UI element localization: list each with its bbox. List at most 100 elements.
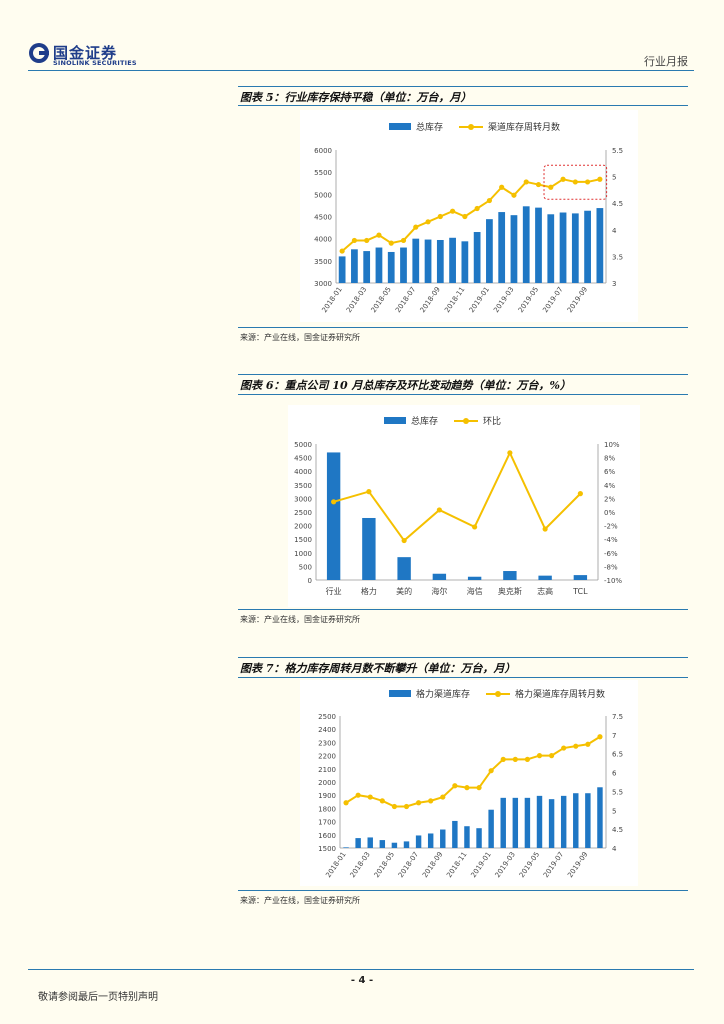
x-tick-label: 格力 (361, 586, 377, 596)
x-tick-label: 2018-03 (345, 286, 368, 315)
line-point (500, 756, 506, 762)
line-point (536, 753, 543, 759)
highlight-box (543, 164, 608, 200)
line-point (572, 179, 578, 185)
bar (486, 219, 493, 283)
y-right-tick-label: 8% (604, 455, 615, 463)
y-left-tick-label: 4000 (314, 236, 332, 244)
x-tick-label: 美的 (396, 586, 412, 596)
bar (400, 247, 407, 283)
x-tick-label: 2019-03 (492, 286, 515, 315)
legend-label-line: 格力渠道库存周转月数 (515, 688, 605, 700)
line-point (476, 785, 482, 791)
bar (512, 797, 519, 848)
x-tick-label: 奥克斯 (498, 586, 522, 596)
x-tick-label: 2019-07 (541, 286, 564, 315)
y-right-tick-label: 10% (604, 441, 620, 449)
company-logo-icon (29, 43, 49, 63)
series-line (333, 450, 582, 543)
bar (585, 793, 591, 848)
figure-5-bottom-rule (238, 327, 688, 328)
bar (464, 826, 470, 848)
bar (535, 207, 542, 283)
bar (436, 239, 444, 283)
line-point (388, 240, 394, 246)
figure-5-source: 来源：产业在线，国金证券研究所 (240, 333, 360, 342)
bar (415, 835, 422, 848)
y-right-tick-label: -2% (604, 523, 618, 531)
line-point (507, 450, 513, 456)
figure-5-top-rule (238, 86, 688, 87)
figure-6-top-rule (238, 374, 688, 375)
line-point (584, 179, 591, 185)
bar (343, 847, 349, 848)
x-tick-label: 2019-05 (518, 851, 541, 880)
x-tick-label: 海尔 (431, 586, 447, 596)
line-point (440, 794, 446, 800)
x-tick-label: 2019-09 (566, 286, 589, 315)
y-left-tick-label: 1700 (318, 819, 336, 827)
footer-divider (28, 969, 694, 970)
bar (355, 838, 361, 848)
figure-7-title-rule (238, 677, 688, 678)
y-left-tick-label: 2000 (294, 523, 312, 531)
x-tick-label: 海信 (467, 586, 483, 596)
bar (473, 232, 481, 283)
x-tick-label: 2018-01 (320, 286, 343, 315)
line-point (585, 741, 591, 747)
line-point (401, 537, 407, 544)
y-left-tick-label: 3000 (314, 280, 332, 288)
figure-6-title-rule (238, 394, 688, 395)
line-point (597, 734, 603, 740)
line-point (364, 237, 370, 244)
x-tick-label: 2018-11 (445, 851, 468, 880)
bar (452, 820, 458, 848)
bar (573, 575, 588, 580)
series-line (345, 735, 601, 808)
bar (326, 452, 341, 580)
legend-marker-icon (463, 418, 469, 424)
y-left-tick-label: 2500 (294, 509, 312, 517)
bar (547, 214, 555, 283)
bar (424, 239, 432, 283)
line-point (376, 232, 382, 238)
line-point (548, 753, 555, 759)
y-left-tick-label: 4500 (314, 214, 332, 222)
line-point (486, 197, 493, 204)
y-left-tick-label: 5000 (294, 441, 312, 449)
bar (440, 829, 446, 848)
line-point (351, 237, 358, 244)
y-right-tick-label: 6.5 (612, 751, 623, 759)
figure-5-title: 图表 5：行业库存保持平稳（单位：万台，月） (240, 91, 472, 104)
legend-label-bars: 格力渠道库存 (416, 688, 470, 700)
report-type: 行业月报 (644, 55, 688, 68)
x-tick-label: 2019-01 (468, 286, 491, 315)
y-right-tick-label: 5 (612, 807, 616, 815)
y-right-tick-label: 0% (604, 509, 615, 517)
bar (412, 238, 420, 283)
bar (476, 828, 482, 848)
line-point (379, 798, 385, 804)
bar (379, 840, 386, 848)
line-point (343, 800, 349, 806)
line-point (542, 526, 548, 532)
y-right-tick-label: 4 (612, 845, 617, 853)
x-tick-label: 2018-07 (394, 286, 417, 315)
bar (536, 795, 543, 848)
legend-bar-swatch (384, 417, 406, 424)
x-tick-label: 2019-07 (542, 851, 565, 880)
line-point (331, 499, 337, 505)
bar (573, 793, 579, 848)
line-point (474, 205, 480, 212)
line-point (464, 785, 470, 791)
line-point (436, 507, 442, 513)
y-right-tick-label: 4% (604, 482, 615, 490)
line-point (548, 184, 554, 190)
bar (538, 575, 552, 580)
bar (597, 787, 603, 848)
bar (584, 210, 591, 283)
y-left-tick-label: 2500 (318, 713, 336, 721)
footer-disclaimer: 敬请参阅最后一页特别声明 (38, 992, 158, 1003)
y-left-tick-label: 1500 (318, 845, 336, 853)
x-tick-label: 2018-05 (370, 286, 393, 315)
